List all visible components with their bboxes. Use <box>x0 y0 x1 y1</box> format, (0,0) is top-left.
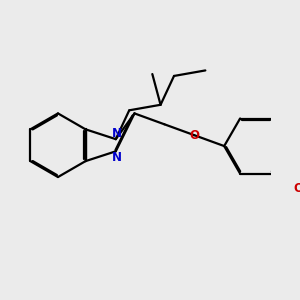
Text: N: N <box>112 151 122 164</box>
Text: O: O <box>189 129 199 142</box>
Text: O: O <box>293 182 300 195</box>
Text: N: N <box>112 127 122 140</box>
